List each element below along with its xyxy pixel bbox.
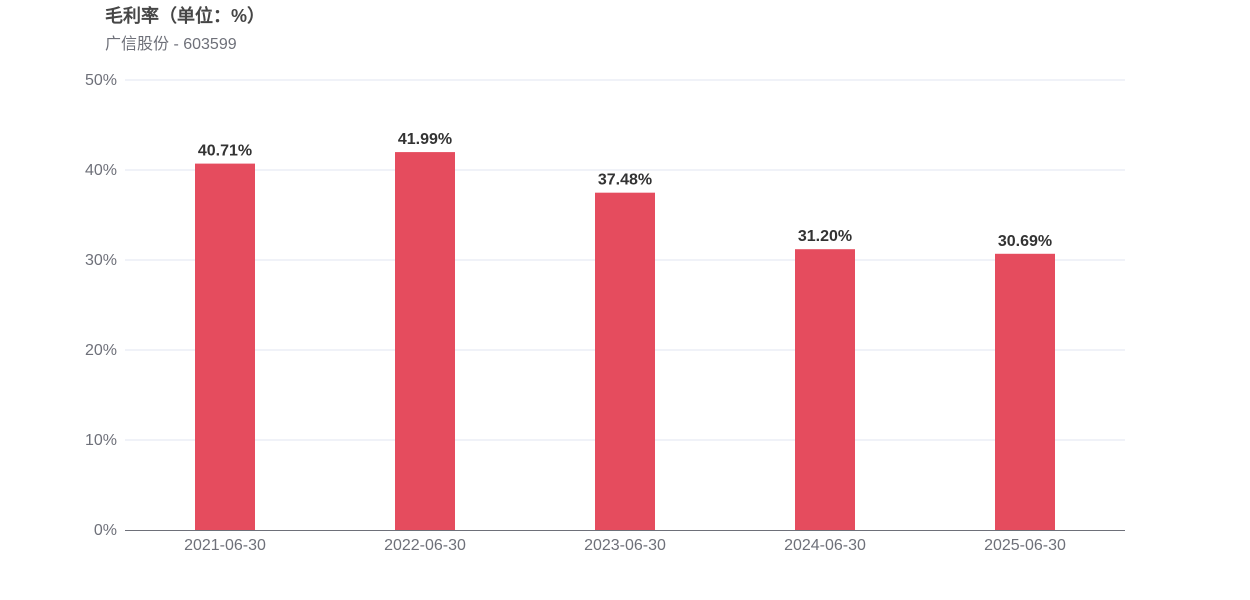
x-tick-label: 2024-06-30 xyxy=(784,537,866,554)
x-tick-label: 2021-06-30 xyxy=(184,537,266,554)
data-label: 41.99% xyxy=(398,131,452,148)
y-tick-label: 10% xyxy=(85,432,117,449)
data-label: 30.69% xyxy=(998,233,1052,250)
bar xyxy=(795,249,855,530)
bar xyxy=(995,253,1055,531)
chart-subtitle: 广信股份 - 603599 xyxy=(105,36,237,53)
y-tick-label: 30% xyxy=(85,252,117,269)
y-tick-label: 0% xyxy=(94,522,117,539)
x-tick-label: 2025-06-30 xyxy=(984,537,1066,554)
data-label: 40.71% xyxy=(198,143,252,160)
chart-title: 毛利率（单位：%） xyxy=(105,6,266,26)
data-label: 37.48% xyxy=(598,172,652,189)
y-tick-label: 20% xyxy=(85,342,117,359)
y-tick-label: 50% xyxy=(85,72,117,89)
bar xyxy=(195,163,255,531)
x-tick-label: 2023-06-30 xyxy=(584,537,666,554)
y-tick-label: 40% xyxy=(85,162,117,179)
bar xyxy=(395,152,455,530)
data-label: 31.20% xyxy=(798,228,852,245)
bar xyxy=(595,192,655,530)
x-tick-label: 2022-06-30 xyxy=(384,537,466,554)
